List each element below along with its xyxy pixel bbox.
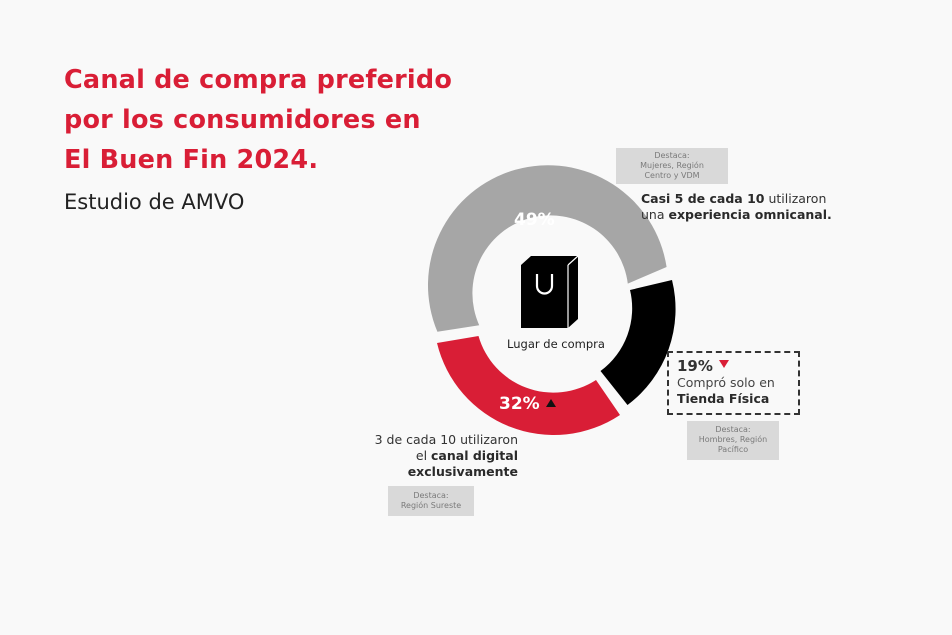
title-line-1: Canal de compra preferido bbox=[64, 65, 453, 95]
tag-line: Destaca: bbox=[715, 425, 751, 434]
page-title: Canal de compra preferido por los consum… bbox=[64, 60, 452, 180]
segment-physical-store bbox=[600, 280, 676, 405]
tag-physical-store: Destaca: Hombres, Región Pacífico bbox=[687, 421, 779, 460]
title-line-3: El Buen Fin 2024. bbox=[64, 145, 319, 175]
note-bold: experiencia omnicanal. bbox=[668, 207, 832, 222]
segment-digital bbox=[437, 336, 620, 435]
note-text: utilizaron bbox=[764, 191, 827, 206]
note-digital: 3 de cada 10 utilizaron el canal digital… bbox=[346, 432, 518, 480]
note-physical-store: 19% Compró solo en Tienda Física bbox=[667, 351, 800, 415]
note-omnichannel: Casi 5 de cada 10 utilizaron una experie… bbox=[641, 191, 832, 223]
note-text: el bbox=[415, 448, 432, 463]
tag-line: Centro y VDM bbox=[644, 171, 700, 180]
title-line-2: por los consumidores en bbox=[64, 105, 421, 135]
physical-percent: 19% bbox=[677, 357, 713, 375]
tag-line: Pacífico bbox=[717, 445, 749, 454]
tag-line: Mujeres, Región bbox=[640, 161, 704, 170]
note-text: 3 de cada 10 utilizaron bbox=[374, 432, 518, 447]
tag-line: Destaca: bbox=[413, 491, 449, 500]
note-bold: exclusivamente bbox=[407, 464, 518, 479]
tag-line: Destaca: bbox=[654, 151, 690, 160]
center-label: Lugar de compra bbox=[507, 337, 605, 351]
note-bold: canal digital bbox=[431, 448, 518, 463]
tag-omnichannel: Destaca: Mujeres, Región Centro y VDM bbox=[616, 148, 728, 184]
page-subtitle: Estudio de AMVO bbox=[64, 190, 245, 214]
segment-omnichannel bbox=[427, 165, 667, 332]
shopping-bag-icon bbox=[521, 255, 579, 328]
omnichannel-percent: 49% bbox=[514, 210, 555, 230]
trend-down-icon bbox=[718, 360, 729, 368]
note-bold: Casi 5 de cada 10 bbox=[641, 191, 765, 206]
note-bold: Tienda Física bbox=[677, 391, 770, 406]
note-text: Compró solo en bbox=[677, 375, 775, 390]
digital-percent: 32% bbox=[499, 394, 540, 414]
tag-digital: Destaca: Región Sureste bbox=[388, 486, 474, 516]
tag-line: Hombres, Región bbox=[698, 435, 768, 444]
tag-line: Región Sureste bbox=[400, 501, 462, 510]
digital-percent-wrap: 32% bbox=[499, 394, 556, 414]
note-text: una bbox=[641, 207, 669, 222]
trend-up-icon bbox=[545, 399, 556, 407]
